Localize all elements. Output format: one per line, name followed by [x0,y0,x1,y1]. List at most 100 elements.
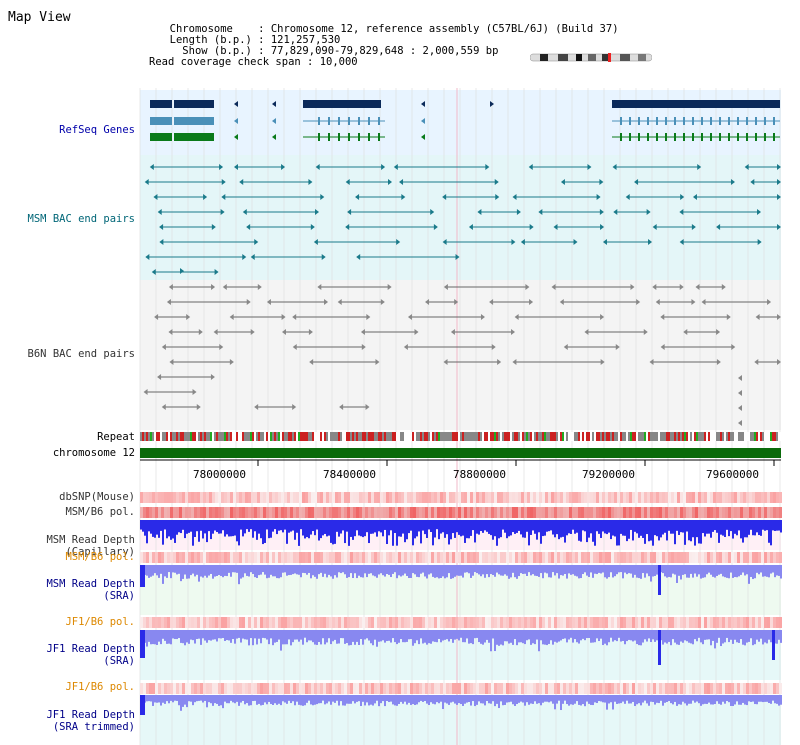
heat-cell [401,507,404,518]
repeat-element [190,432,192,441]
heat-cell [464,617,467,628]
depth-bar [528,520,530,546]
depth-bar [310,565,312,579]
heat-cell [701,492,704,503]
depth-bar [478,520,480,535]
depth-bar [574,520,576,534]
depth-bar [162,565,164,584]
bac-end-marker [529,299,534,305]
depth-bar [780,520,782,533]
heat-cell [461,683,464,694]
heat-cell [296,492,299,503]
heat-cell [779,617,782,628]
heat-cell [497,617,500,628]
depth-bar [588,565,590,578]
bac-end-marker [347,209,352,215]
heat-cell [488,552,491,563]
bac-end-marker [692,194,697,200]
depth-bar [308,630,310,641]
heat-cell [416,617,419,628]
depth-bar [648,565,650,577]
heat-cell [326,617,329,628]
heat-cell [323,683,326,694]
heat-cell [761,492,764,503]
heat-cell [152,617,155,628]
depth-bar [330,520,332,543]
chromosome-ideogram[interactable] [530,53,652,62]
heat-cell [281,552,284,563]
depth-bar [280,630,282,651]
heat-cell [335,492,338,503]
heat-cell [359,492,362,503]
depth-bar [432,520,434,546]
depth-bar [414,565,416,575]
depth-bar [420,565,422,574]
depth-bar [336,695,338,701]
heat-cell [407,617,410,628]
heat-cell [467,492,470,503]
depth-bar [350,520,352,537]
repeat-element [142,432,144,441]
depth-bar [362,695,364,702]
depth-bar [284,520,286,530]
depth-bar [392,695,394,705]
repeat-element [178,432,180,441]
depth-bar [502,565,504,576]
depth-bar [434,520,436,538]
bac-end-marker [281,329,286,335]
heat-cell [410,617,413,628]
repeat-element [172,432,174,441]
heat-cell [446,683,449,694]
depth-bar [280,695,282,706]
heat-cell [542,617,545,628]
depth-bar [150,695,152,702]
heat-cell [584,617,587,628]
depth-bar [440,565,442,578]
depth-bar [628,565,630,574]
depth-bar [318,565,320,575]
heat-cell [593,507,596,518]
repeat-element [512,432,514,441]
depth-bar [512,565,514,573]
repeat-element [638,432,640,441]
heat-cell [710,552,713,563]
bac-end-marker [360,329,365,335]
heat-cell [365,617,368,628]
bac-end-marker [203,194,208,200]
depth-bar [510,565,512,578]
depth-bar [486,565,488,575]
bac-end-marker [716,329,721,335]
heat-cell [587,552,590,563]
depth-bar [606,520,608,535]
heat-cell [299,552,302,563]
depth-bar [318,520,320,541]
depth-bar [334,630,336,640]
depth-bar [226,565,228,577]
heat-cell [338,552,341,563]
depth-bar [404,565,406,574]
repeat-element [592,432,594,441]
depth-bar [524,520,526,538]
heat-cell [452,492,455,503]
heat-cell [344,492,347,503]
heat-cell [644,617,647,628]
repeat-element [760,432,762,441]
heat-cell [173,492,176,503]
depth-bar [286,565,288,576]
bac-end-marker [691,224,696,230]
heat-cell [542,507,545,518]
repeat-element [188,432,190,441]
heat-cell [365,507,368,518]
repeat-element [718,432,720,441]
depth-bar [344,520,346,544]
heat-cell [758,683,761,694]
heat-cell [383,492,386,503]
heat-cell [545,492,548,503]
repeat-element [322,432,324,441]
depth-bar [746,695,748,706]
heat-cell [512,492,515,503]
bac-end-marker [777,164,781,170]
depth-bar [408,695,410,703]
depth-bar [774,565,776,578]
